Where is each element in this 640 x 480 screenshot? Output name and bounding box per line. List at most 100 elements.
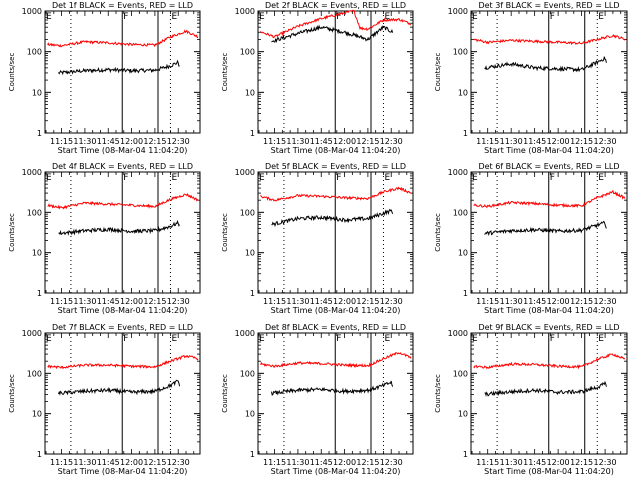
marker-label-start: E: [46, 12, 52, 22]
panel-det-6: Det 6f BLACK = Events, RED = LLD 1 10 100 10…: [434, 162, 628, 315]
panel-title: Det 4f BLACK = Events, RED = LLD: [52, 162, 193, 171]
series-lld-line: [260, 352, 412, 368]
x-tick-label: 11:45: [310, 137, 333, 146]
series-events-line: [484, 56, 607, 73]
series-lld-line: [473, 34, 626, 46]
y-tick-label: 10: [458, 410, 468, 419]
series-events-line: [58, 59, 180, 76]
series-lld-line: [47, 354, 199, 370]
marker-label-start: E: [259, 173, 265, 183]
x-tick-label: 11:30: [73, 458, 96, 467]
y-tick-label: 100: [453, 48, 468, 57]
x-tick-label: 12:00: [120, 137, 143, 146]
y-tick-label: 100: [27, 48, 42, 57]
series-events-line: [58, 379, 181, 396]
x-axis-label: Start Time (08-Mar-04 11:04:20): [58, 306, 188, 315]
x-tick-label: 11:15: [263, 297, 286, 306]
y-tick-label: 1000: [22, 329, 42, 338]
panel-title: Det 2f BLACK = Events, RED = LLD: [265, 1, 406, 10]
panel-title: Det 6f BLACK = Events, RED = LLD: [478, 162, 619, 171]
x-tick-label: 12:15: [356, 458, 379, 467]
x-tick-label: 12:00: [333, 137, 356, 146]
panel-det-1: Det 1f BLACK = Events, RED = LLD 1 10 100 10…: [8, 1, 201, 155]
y-axis-label: Counts/sec: [221, 213, 229, 252]
y-tick-label: 1000: [448, 7, 468, 16]
y-tick-label: 1000: [235, 329, 255, 338]
x-tick-label: 11:45: [523, 137, 546, 146]
y-tick-label: 1000: [448, 168, 468, 177]
x-tick-label: 12:15: [143, 297, 166, 306]
x-tick-label: 12:30: [380, 137, 403, 146]
x-tick-label: 12:30: [167, 137, 190, 146]
y-tick-label: 10: [458, 249, 468, 258]
marker-label: F: [336, 173, 341, 183]
y-tick-label: 100: [27, 208, 42, 217]
y-tick-label: 10: [32, 249, 42, 258]
x-tick-label: 12:00: [120, 297, 143, 306]
panel-title: Det 9f BLACK = Events, RED = LLD: [478, 323, 619, 332]
x-tick-label: 11:30: [500, 297, 523, 306]
y-axis-label: Counts/sec: [221, 374, 229, 413]
x-tick-label: 11:45: [310, 297, 333, 306]
x-tick-label: 11:30: [500, 458, 523, 467]
y-tick-label: 1: [463, 450, 468, 459]
panel-title: Det 3f BLACK = Events, RED = LLD: [478, 1, 619, 10]
x-axis-label: Start Time (08-Mar-04 11:04:20): [58, 467, 188, 476]
series-lld-line: [260, 9, 412, 39]
marker-label-start: E: [46, 334, 52, 344]
x-tick-label: 12:15: [570, 297, 593, 306]
x-tick-label: 11:45: [97, 297, 120, 306]
x-tick-label: 11:45: [97, 458, 120, 467]
y-tick-label: 1: [250, 289, 255, 298]
marker-label-start: E: [259, 12, 265, 22]
x-axis-label: Start Time (08-Mar-04 11:04:20): [271, 146, 401, 155]
series-events-line: [58, 219, 181, 236]
y-tick-label: 10: [32, 410, 42, 419]
x-tick-label: 11:15: [263, 137, 286, 146]
y-tick-label: 100: [453, 208, 468, 217]
marker-label: E: [598, 173, 604, 183]
x-axis-label: Start Time (08-Mar-04 11:04:20): [484, 467, 614, 476]
y-tick-label: 10: [245, 249, 255, 258]
x-tick-label: 11:15: [50, 297, 73, 306]
panel-det-2: Det 2f BLACK = Events, RED = LLD 1 10 100 10…: [221, 1, 414, 155]
panel-det-3: Det 3f BLACK = Events, RED = LLD 1 10 100 10…: [434, 1, 628, 155]
y-tick-label: 1000: [235, 7, 255, 16]
marker-label: E: [384, 173, 390, 183]
x-tick-label: 11:15: [50, 137, 73, 146]
x-axis-label: Start Time (08-Mar-04 11:04:20): [58, 146, 188, 155]
x-tick-label: 12:00: [547, 458, 570, 467]
marker-label: F: [123, 334, 128, 344]
y-tick-label: 1: [463, 129, 468, 138]
series-lld-line: [47, 29, 199, 48]
marker-label: F: [550, 12, 555, 22]
series-events-line: [484, 220, 607, 237]
x-tick-label: 12:15: [570, 458, 593, 467]
marker-label: F: [550, 173, 555, 183]
x-tick-label: 12:30: [380, 458, 403, 467]
y-tick-label: 1: [37, 450, 42, 459]
y-axis-label: Counts/sec: [434, 213, 442, 252]
y-axis-label: Counts/sec: [221, 53, 229, 92]
x-tick-label: 12:15: [143, 137, 166, 146]
x-tick-label: 11:15: [476, 137, 499, 146]
x-tick-label: 11:45: [523, 458, 546, 467]
panel-det-7: Det 7f BLACK = Events, RED = LLD 1 10 100 10…: [8, 323, 201, 476]
marker-label: E: [171, 334, 177, 344]
marker-label: F: [336, 12, 341, 22]
series-lld-line: [473, 189, 626, 209]
marker-label: E: [598, 12, 604, 22]
y-axis-label: Counts/sec: [434, 53, 442, 92]
y-tick-label: 10: [458, 88, 468, 97]
series-lld-line: [473, 353, 626, 370]
x-tick-label: 12:00: [333, 297, 356, 306]
x-tick-label: 11:30: [73, 137, 96, 146]
marker-label: E: [384, 12, 390, 22]
y-axis-label: Counts/sec: [8, 213, 16, 252]
y-tick-label: 1: [37, 129, 42, 138]
x-tick-label: 11:30: [500, 137, 523, 146]
marker-label-start: E: [472, 12, 478, 22]
marker-label-start: E: [472, 173, 478, 183]
panel-title: Det 1f BLACK = Events, RED = LLD: [52, 1, 193, 10]
